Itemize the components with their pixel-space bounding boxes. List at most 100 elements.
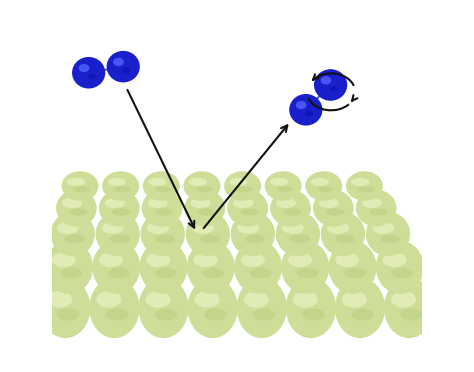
Ellipse shape [369, 209, 387, 216]
Ellipse shape [327, 222, 349, 234]
Ellipse shape [194, 291, 219, 308]
Ellipse shape [276, 212, 320, 256]
Ellipse shape [204, 308, 227, 321]
Ellipse shape [302, 308, 325, 321]
Ellipse shape [62, 171, 99, 201]
Ellipse shape [72, 57, 105, 89]
Ellipse shape [286, 278, 336, 338]
Ellipse shape [276, 198, 296, 208]
Ellipse shape [155, 209, 173, 216]
Ellipse shape [358, 186, 374, 192]
Ellipse shape [245, 234, 265, 243]
Ellipse shape [288, 253, 312, 267]
Ellipse shape [155, 234, 175, 243]
Ellipse shape [376, 241, 424, 294]
Ellipse shape [79, 64, 90, 72]
Ellipse shape [89, 278, 139, 338]
Ellipse shape [47, 291, 73, 308]
Ellipse shape [282, 222, 304, 234]
Ellipse shape [253, 308, 275, 321]
Ellipse shape [305, 171, 342, 201]
Ellipse shape [183, 171, 220, 201]
Ellipse shape [92, 241, 140, 294]
Ellipse shape [108, 268, 129, 278]
Ellipse shape [391, 291, 416, 308]
Ellipse shape [335, 253, 359, 267]
Ellipse shape [264, 171, 301, 201]
Ellipse shape [344, 268, 366, 278]
Ellipse shape [314, 69, 347, 101]
Ellipse shape [366, 212, 410, 256]
Ellipse shape [190, 198, 210, 208]
Ellipse shape [193, 253, 218, 267]
Ellipse shape [186, 212, 230, 256]
Ellipse shape [73, 186, 90, 192]
Ellipse shape [155, 186, 172, 192]
Ellipse shape [380, 234, 400, 243]
Ellipse shape [143, 171, 180, 201]
Ellipse shape [105, 198, 125, 208]
Ellipse shape [270, 190, 311, 227]
Ellipse shape [281, 241, 329, 294]
Ellipse shape [250, 268, 271, 278]
Ellipse shape [317, 186, 334, 192]
Ellipse shape [372, 222, 394, 234]
Ellipse shape [234, 241, 282, 294]
Ellipse shape [110, 234, 130, 243]
Ellipse shape [102, 222, 124, 234]
Ellipse shape [384, 278, 434, 338]
Ellipse shape [195, 186, 212, 192]
Ellipse shape [319, 198, 339, 208]
Ellipse shape [241, 253, 265, 267]
Ellipse shape [189, 178, 207, 186]
Ellipse shape [114, 186, 131, 192]
Ellipse shape [244, 291, 269, 308]
Ellipse shape [392, 268, 413, 278]
Ellipse shape [56, 308, 79, 321]
Ellipse shape [400, 308, 423, 321]
Ellipse shape [122, 67, 131, 73]
Ellipse shape [146, 253, 170, 267]
Ellipse shape [233, 198, 254, 208]
Ellipse shape [138, 278, 189, 338]
Ellipse shape [102, 171, 139, 201]
Ellipse shape [356, 190, 397, 227]
Ellipse shape [96, 212, 140, 256]
Ellipse shape [297, 268, 319, 278]
Ellipse shape [335, 234, 355, 243]
Ellipse shape [65, 234, 85, 243]
Ellipse shape [270, 178, 288, 186]
Ellipse shape [335, 278, 385, 338]
Ellipse shape [69, 209, 88, 216]
Ellipse shape [293, 291, 318, 308]
Ellipse shape [147, 198, 168, 208]
Ellipse shape [184, 190, 225, 227]
Ellipse shape [112, 209, 130, 216]
Ellipse shape [228, 190, 268, 227]
Ellipse shape [362, 198, 382, 208]
Ellipse shape [277, 186, 293, 192]
Ellipse shape [139, 241, 188, 294]
Ellipse shape [67, 178, 85, 186]
Ellipse shape [296, 101, 307, 109]
Ellipse shape [62, 198, 82, 208]
Ellipse shape [61, 268, 82, 278]
Ellipse shape [188, 278, 238, 338]
Ellipse shape [148, 178, 166, 186]
Ellipse shape [237, 278, 287, 338]
Ellipse shape [88, 74, 96, 79]
Ellipse shape [231, 212, 275, 256]
Ellipse shape [289, 94, 322, 126]
Ellipse shape [52, 253, 76, 267]
Ellipse shape [229, 178, 248, 186]
Ellipse shape [99, 253, 123, 267]
Ellipse shape [351, 308, 374, 321]
Ellipse shape [142, 190, 182, 227]
Ellipse shape [57, 222, 79, 234]
Ellipse shape [107, 51, 140, 83]
Ellipse shape [113, 58, 124, 66]
Ellipse shape [56, 190, 97, 227]
Ellipse shape [313, 190, 354, 227]
Ellipse shape [200, 234, 220, 243]
Ellipse shape [321, 212, 365, 256]
